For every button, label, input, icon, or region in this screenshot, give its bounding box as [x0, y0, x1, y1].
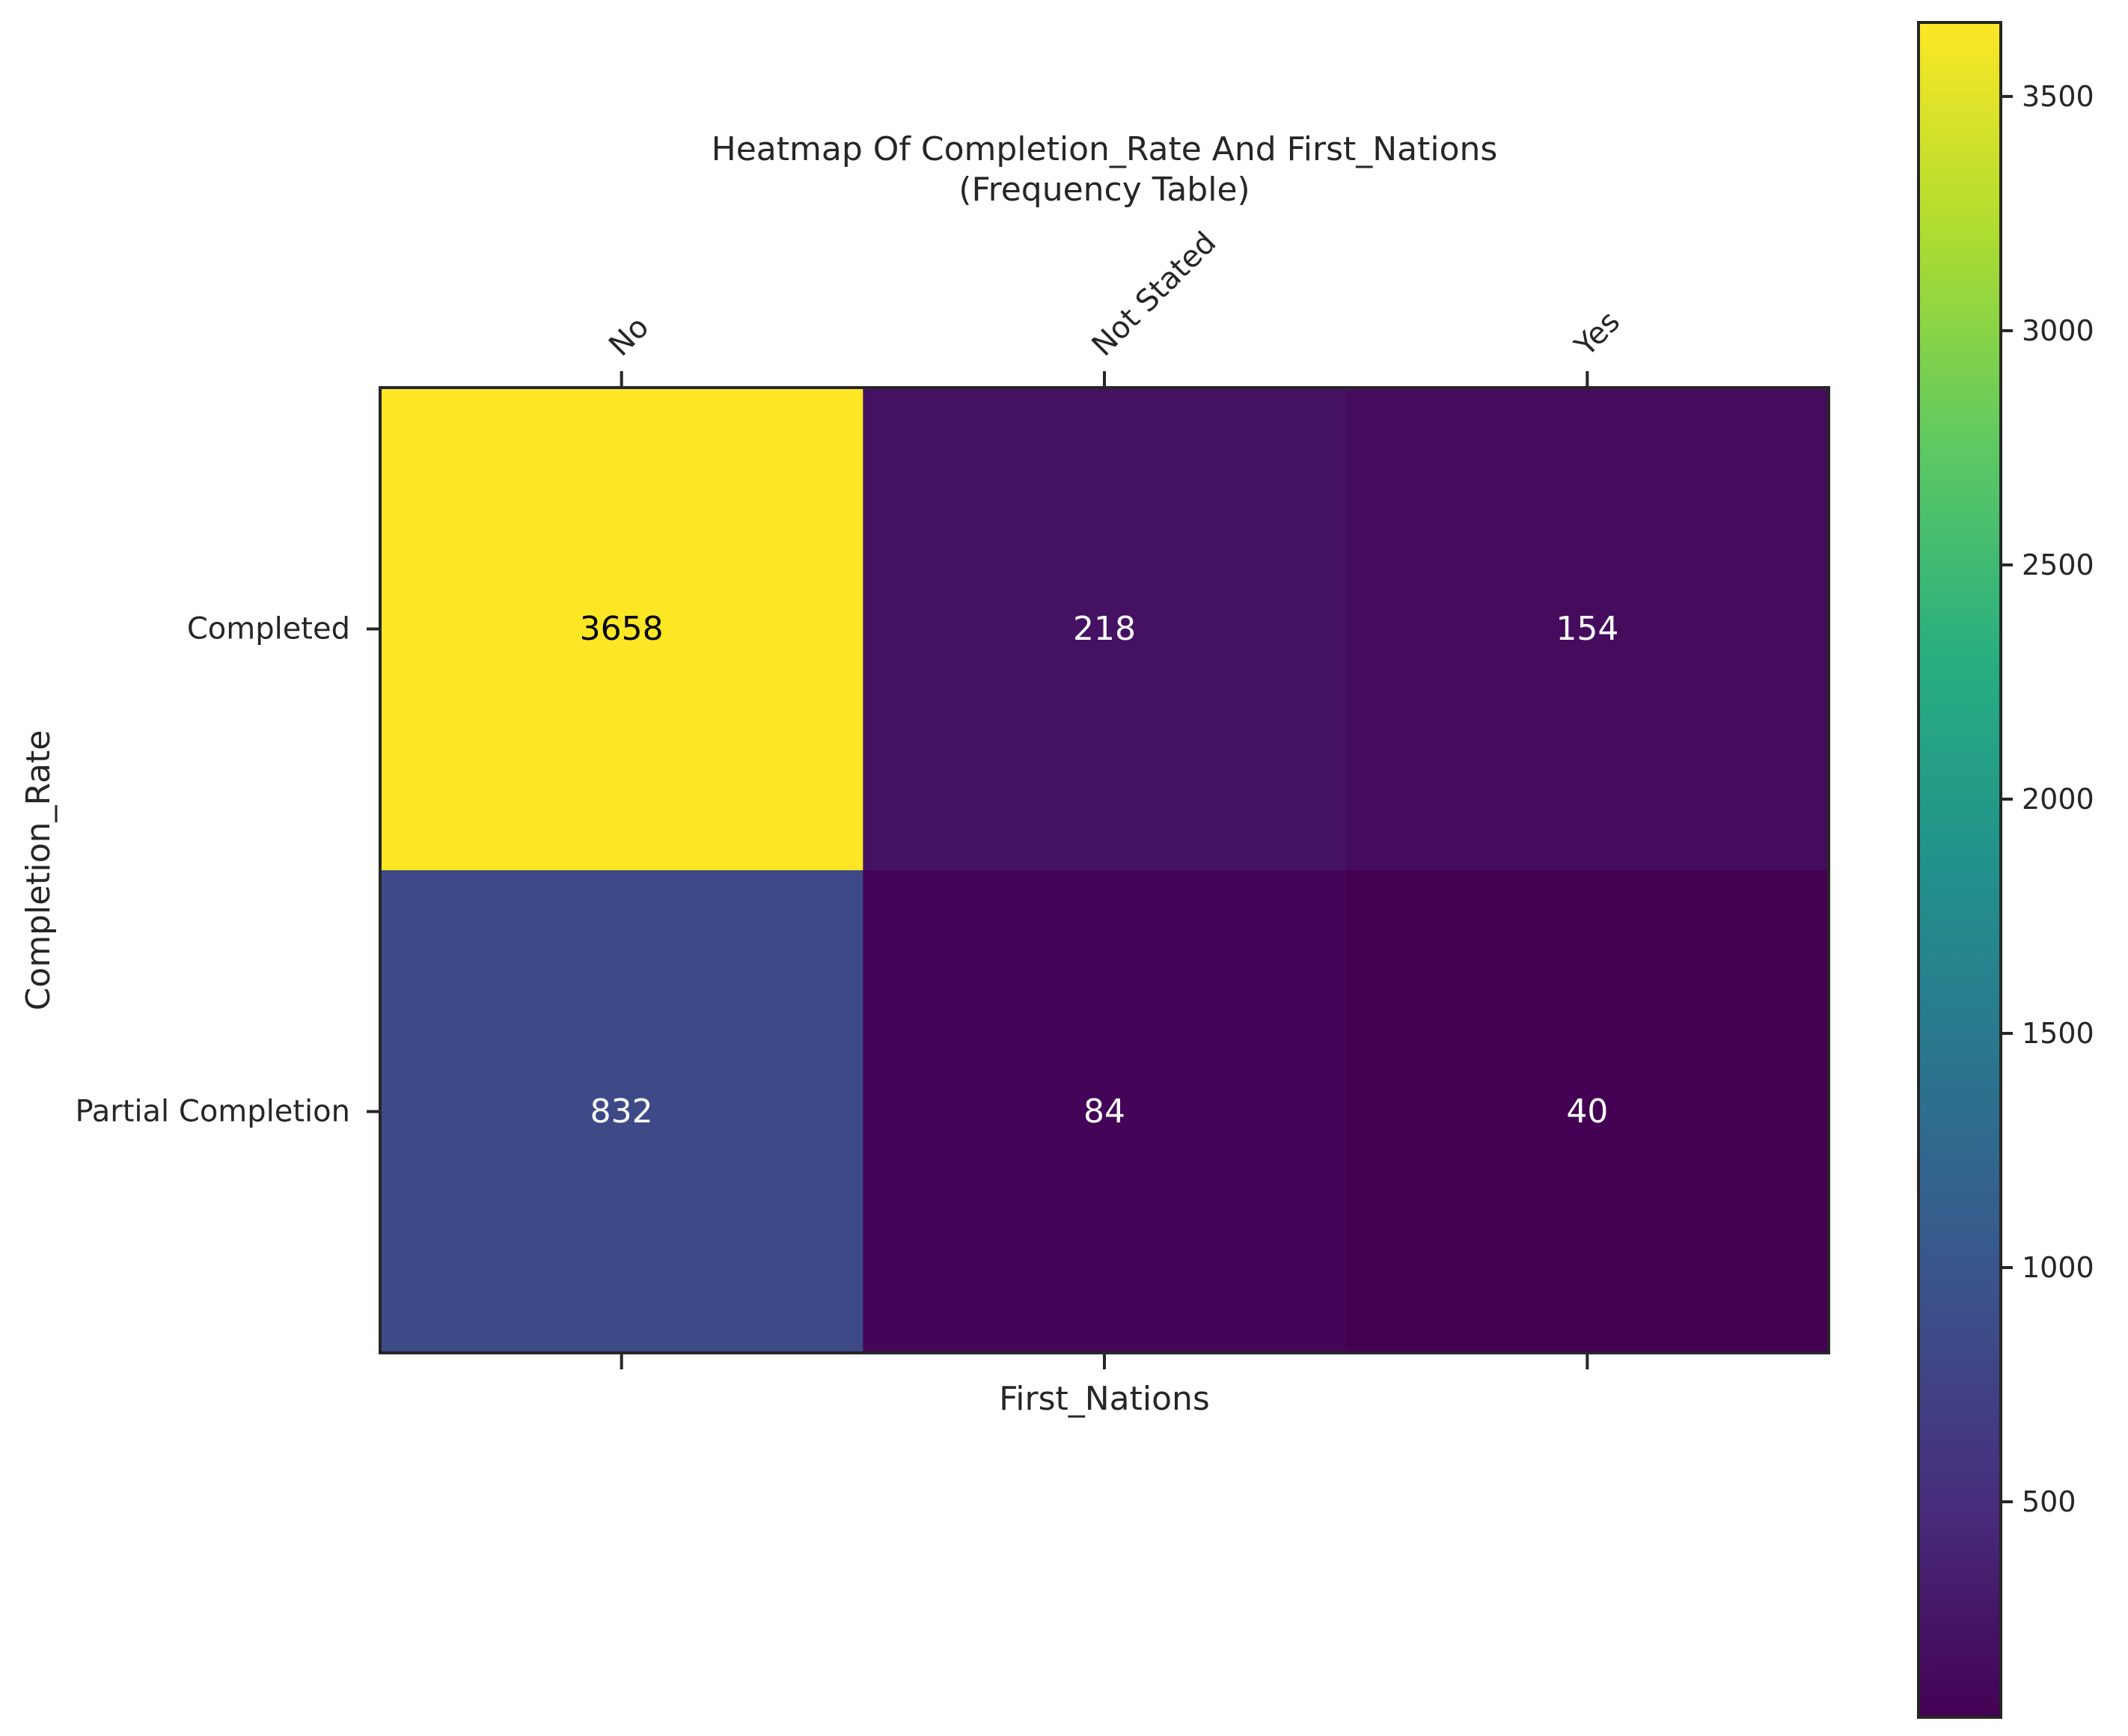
colorbar-tick-label: 500: [2022, 1485, 2076, 1518]
colorbar-tick-label: 3500: [2022, 80, 2094, 113]
x-axis-label: First_Nations: [999, 1380, 1210, 1418]
y-axis-ticks: Completed Partial Completion: [75, 612, 380, 1129]
heatmap-cell-labels: 3658 218 154 832 84 40: [580, 610, 1619, 1131]
cell-value-label: 84: [1083, 1092, 1125, 1131]
cell-value-label: 218: [1073, 610, 1136, 648]
colorbar-tick-label: 2000: [2022, 783, 2094, 816]
cell-value-label: 40: [1566, 1092, 1608, 1131]
cell-value-label: 154: [1556, 610, 1618, 648]
y-tick-label: Partial Completion: [75, 1095, 350, 1129]
colorbar-tick-label: 2500: [2022, 548, 2094, 581]
heatmap-cell: [863, 388, 1347, 871]
heatmap-cell: [1345, 388, 1829, 871]
heatmap-cell: [380, 388, 863, 871]
colorbar-tick-label: 1000: [2022, 1251, 2094, 1284]
colorbar-tick-label: 3000: [2022, 314, 2094, 347]
y-axis-label: Completion_Rate: [19, 730, 58, 1011]
colorbar-tick-label: 1500: [2022, 1017, 2094, 1050]
heatmap-cell: [380, 870, 863, 1354]
heatmap-cell: [863, 870, 1347, 1354]
colorbar: [1917, 21, 2002, 1719]
cell-value-label: 832: [590, 1092, 653, 1131]
cell-value-label: 3658: [580, 610, 664, 648]
chart-title: Heatmap Of Completion_Rate And First_Nat…: [712, 130, 1498, 168]
chart-subtitle: (Frequency Table): [958, 171, 1250, 209]
heatmap-cell: [1345, 870, 1829, 1354]
y-tick-label: Completed: [187, 612, 350, 647]
heatmap-cells: [380, 388, 1829, 1354]
colorbar-ticks: 500 1000 1500 2000 2500 3000 3500: [2001, 80, 2094, 1518]
